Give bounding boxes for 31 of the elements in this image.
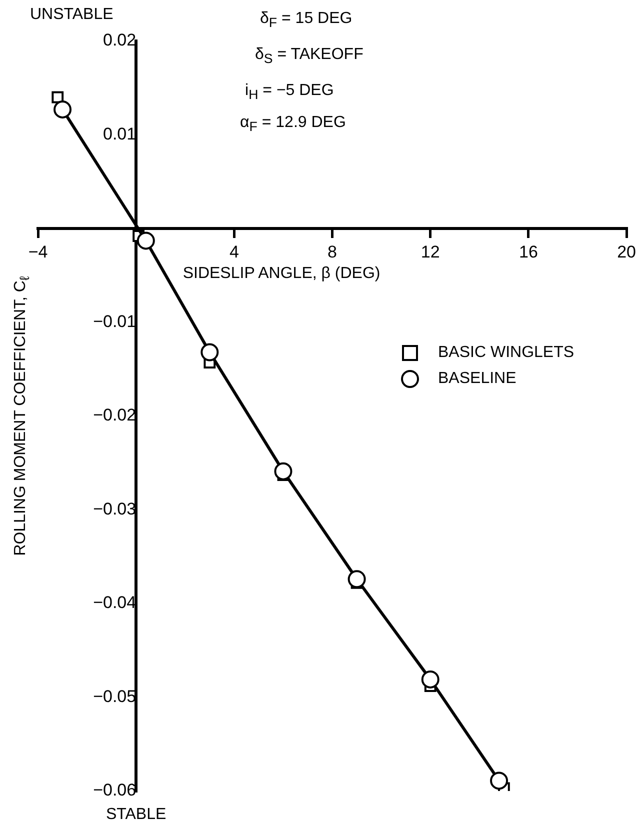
point bbox=[274, 462, 292, 480]
point bbox=[52, 91, 64, 104]
y-tick-label: −0.03 bbox=[93, 499, 136, 518]
point bbox=[348, 570, 366, 588]
y-tick-label: 0.01 bbox=[102, 124, 136, 144]
x-tick-label: 16 bbox=[518, 242, 538, 262]
text: STABLE bbox=[106, 806, 166, 824]
x-axis-title: SIDESLIP ANGLE, β (DEG) bbox=[182, 264, 380, 282]
point bbox=[54, 100, 72, 118]
point bbox=[421, 670, 440, 688]
x-tick-label: 8 bbox=[328, 242, 338, 262]
text: δ$_{F}$ = 15 DEG bbox=[260, 10, 352, 30]
annotation: i$_{H}$ = −5 DEG bbox=[245, 82, 334, 102]
y-tick-label: −0.02 bbox=[93, 406, 136, 425]
point bbox=[200, 343, 219, 362]
y-tick-label: −0.05 bbox=[93, 686, 136, 706]
x-tick-label: 4 bbox=[229, 242, 239, 262]
y-tick-label: −0.06 bbox=[93, 780, 136, 800]
point bbox=[490, 772, 508, 790]
legend-label: BASIC WINGLETS bbox=[438, 344, 574, 362]
annotation: δ$_{S}$ = TAKEOFF bbox=[255, 46, 364, 66]
x-tick-label: 20 bbox=[617, 242, 636, 262]
y-tick-label: 0.02 bbox=[102, 30, 136, 50]
y-tick-label: −0.04 bbox=[93, 593, 136, 612]
y-tick-label: −0.01 bbox=[93, 312, 136, 331]
point bbox=[136, 232, 155, 250]
x-tick-label: −4 bbox=[28, 242, 48, 262]
annotation: α$_{F}$ = 12.9 DEG bbox=[240, 114, 346, 134]
x-tick-label: 12 bbox=[420, 242, 440, 262]
text: UNSTABLE bbox=[30, 6, 114, 24]
legend-label: BASELINE bbox=[438, 370, 516, 388]
